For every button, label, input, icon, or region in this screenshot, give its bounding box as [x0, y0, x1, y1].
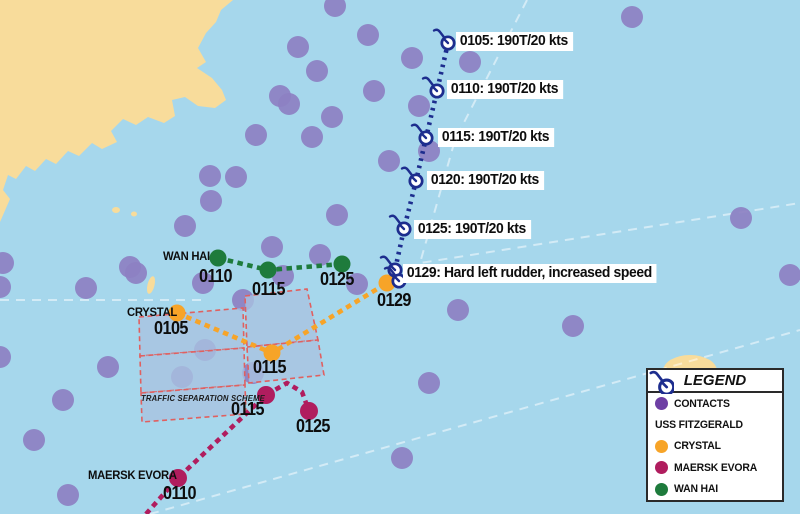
crystal-waypoint-dot: [263, 344, 281, 362]
tss-zone: [140, 384, 247, 423]
contact-dot: [57, 484, 79, 506]
contact-dot: [200, 190, 222, 212]
contact-dot: [309, 244, 331, 266]
islet: [146, 276, 156, 294]
fitzgerald-annotation-0105: 0105: 190T/20 kts: [456, 32, 573, 51]
contact-dot: [779, 264, 800, 286]
contact-dot: [0, 276, 11, 298]
contact-dot: [391, 447, 413, 469]
contact-dot: [75, 277, 97, 299]
contact-dot: [301, 126, 323, 148]
islet: [112, 207, 120, 213]
crystal-time-0129: 0129: [377, 290, 411, 310]
legend-row-wanhai: WAN HAI: [648, 479, 782, 500]
maersk-waypoint-dot: [169, 469, 187, 487]
contact-dot: [125, 262, 147, 284]
contact-dot: [378, 150, 400, 172]
wanhai-time-0115: 0115: [252, 279, 286, 299]
legend-row-fitzgerald: USS FITZGERALD: [648, 370, 782, 435]
coastline-land: [0, 0, 233, 222]
maersk-name-label: MAERSK EVORA: [88, 468, 177, 482]
contact-dot: [357, 24, 379, 46]
maersk-swatch-icon: [655, 461, 668, 475]
crystal-waypoint-dot: [168, 304, 186, 322]
contact-dot: [324, 0, 346, 17]
fitzgerald-annotation-0120: 0120: 190T/20 kts: [427, 171, 544, 190]
crystal-name-label: CRYSTAL: [127, 305, 178, 319]
contact-dot: [97, 356, 119, 378]
legend-label-wanhai: WAN HAI: [674, 483, 718, 496]
contact-dot: [306, 60, 328, 82]
contact-dot: [408, 95, 430, 117]
contact-dot: [363, 80, 385, 102]
legend-row-maersk: MAERSK EVORA: [648, 457, 782, 478]
wanhai-name-label: WAN HAI: [163, 249, 210, 263]
maersk-waypoint-dot: [257, 386, 275, 404]
maersk-time-0125: 0125: [296, 416, 330, 436]
legend-label-contacts: CONTACTS: [674, 397, 730, 410]
lane-line: [149, 329, 800, 514]
contact-dot: [199, 165, 221, 187]
crystal-swatch-icon: [655, 439, 668, 453]
contact-dot: [0, 252, 14, 274]
contact-dot: [192, 272, 214, 294]
legend-label-maersk: MAERSK EVORA: [674, 461, 758, 474]
contact-dot: [174, 215, 196, 237]
legend-row-crystal: CRYSTAL: [648, 436, 782, 457]
crystal-time-0105: 0105: [154, 318, 188, 338]
contact-dot: [621, 6, 643, 28]
legend: LEGEND CONTACTS USS FITZGERALD CRYSTAL M…: [646, 368, 784, 502]
tss-zone: [139, 347, 246, 394]
contact-dot: [287, 36, 309, 58]
legend-row-contacts: CONTACTS: [648, 393, 782, 414]
legend-label-fitzgerald: USS FITZGERALD: [655, 419, 743, 432]
legend-label-crystal: CRYSTAL: [674, 440, 721, 453]
fitzgerald-annotation-0110: 0110: 190T/20 kts: [447, 80, 563, 99]
contact-dot: [346, 273, 368, 295]
contact-dot: [52, 389, 74, 411]
contact-dot: [245, 124, 267, 146]
legend-title: LEGEND: [648, 370, 782, 393]
wanhai-waypoint-dot: [259, 261, 277, 279]
contacts-swatch-icon: [655, 397, 668, 411]
contact-dot: [401, 47, 423, 69]
wanhai-swatch-icon: [655, 482, 668, 496]
contact-dot: [225, 166, 247, 188]
fitzgerald-swatch-icon: [649, 370, 674, 394]
maersk-time-0110: 0110: [163, 483, 197, 503]
fitzgerald-annotation-0129: 0129: Hard left rudder, increased speed: [403, 264, 657, 283]
crystal-time-0115: 0115: [253, 357, 287, 377]
fitzgerald-annotation-0115: 0115: 190T/20 kts: [438, 128, 554, 147]
wanhai-time-0110: 0110: [199, 266, 233, 286]
wanhai-waypoint-dot: [209, 249, 227, 267]
contact-dot: [562, 315, 584, 337]
fitzgerald-annotation-0125: 0125: 190T/20 kts: [414, 220, 531, 239]
contact-dot: [326, 204, 348, 226]
wanhai-waypoint-dot: [333, 255, 351, 273]
islet: [131, 211, 137, 217]
contact-dot: [278, 93, 300, 115]
maersk-waypoint-dot: [300, 402, 318, 420]
contact-dot: [23, 429, 45, 451]
tss-label: TRAFFIC SEPARATION SCHEME: [141, 394, 265, 403]
maersk-time-0115: 0115: [231, 399, 265, 419]
crystal-waypoint-dot: [378, 274, 396, 292]
tss-zone: [138, 307, 245, 357]
contact-dot: [730, 207, 752, 229]
wanhai-time-0125: 0125: [320, 269, 354, 289]
contact-dot: [447, 299, 469, 321]
contact-dot: [261, 236, 283, 258]
contact-dot: [459, 51, 481, 73]
contact-dot: [0, 346, 11, 368]
contact-dot: [418, 372, 440, 394]
contact-dot: [321, 106, 343, 128]
